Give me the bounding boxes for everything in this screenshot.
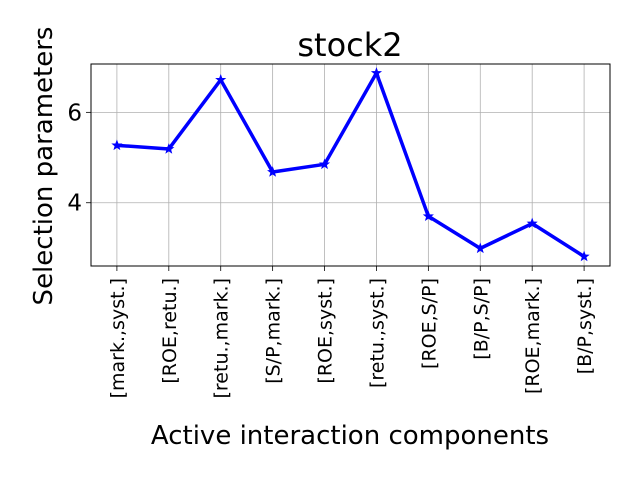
data-point-star-marker — [578, 250, 590, 262]
data-point-star-marker — [111, 139, 123, 151]
data-point-star-marker — [422, 210, 434, 222]
x-tick-label: [B/P,S/P] — [470, 278, 492, 360]
y-axis-label: Selection parameters — [29, 27, 59, 306]
data-point-star-marker — [526, 217, 538, 229]
data-point-star-marker — [267, 166, 279, 177]
data-point-star-marker — [370, 67, 383, 78]
data-series — [111, 67, 590, 262]
x-tick-label: [retu.,syst.] — [366, 278, 388, 388]
data-point-star-marker — [215, 73, 227, 85]
data-point-star-marker — [474, 242, 486, 254]
y-tick-label: 6 — [67, 100, 82, 126]
x-tick-label: [ROE,S/P] — [418, 278, 440, 369]
data-point-star-marker — [163, 143, 175, 154]
x-tick-label: [S/P,mark.] — [263, 278, 285, 384]
plot-area-frame — [90, 63, 611, 267]
chart-title: stock2 — [297, 26, 402, 64]
y-axis-ticks: 46 — [67, 100, 91, 217]
y-tick-label: 4 — [67, 191, 82, 217]
x-tick-label: [ROE,mark.] — [522, 278, 544, 394]
x-tick-label: [retu.,mark.] — [211, 278, 233, 399]
x-tick-label: [ROE,retu.] — [159, 278, 181, 384]
x-tick-label: [mark.,syst.] — [107, 278, 129, 398]
x-tick-label: [ROE,syst.] — [315, 278, 337, 384]
x-tick-label: [B/P,syst.] — [574, 278, 596, 374]
series-line — [115, 71, 586, 259]
x-axis-label: Active interaction components — [151, 421, 549, 451]
data-point-star-marker — [318, 158, 331, 170]
x-axis-ticks: [mark.,syst.] [ROE,retu.] [retu.,mark.] [S/… — [107, 266, 596, 399]
